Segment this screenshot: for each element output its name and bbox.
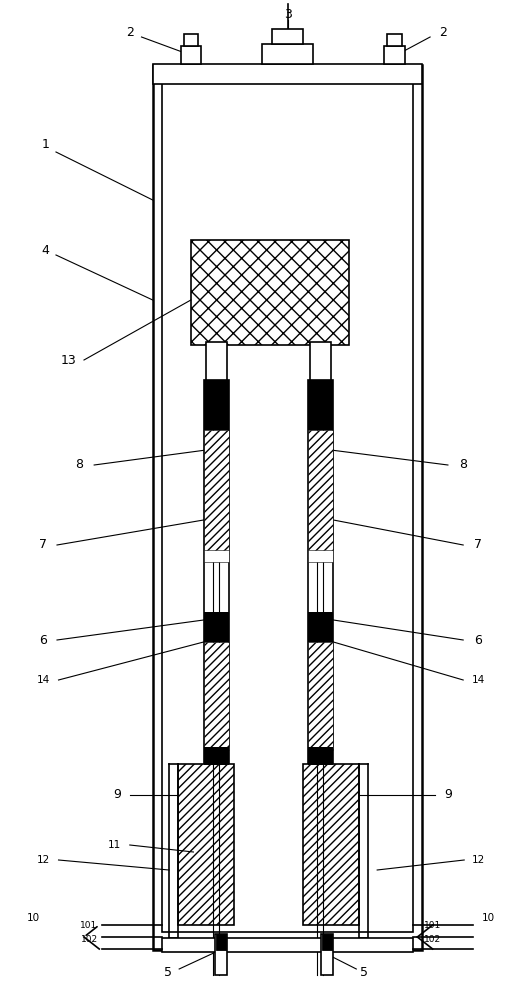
Text: 12: 12 (472, 855, 485, 865)
Text: 101: 101 (80, 922, 98, 930)
Text: 102: 102 (424, 936, 441, 944)
Bar (162, 938, 413, 952)
Bar (308, 612, 333, 642)
Bar (308, 430, 333, 560)
Text: 102: 102 (80, 936, 98, 944)
Bar (162, 83, 413, 932)
Text: 14: 14 (37, 675, 50, 685)
Bar (272, 29, 303, 44)
Bar (216, 934, 226, 950)
Bar (191, 240, 349, 345)
Text: 7: 7 (39, 538, 47, 552)
Bar (308, 380, 333, 780)
Text: 5: 5 (360, 966, 368, 980)
Bar (204, 747, 229, 765)
Bar (184, 34, 198, 46)
Text: 12: 12 (37, 855, 50, 865)
Text: 2: 2 (439, 25, 447, 38)
Bar (206, 342, 227, 380)
Text: 2: 2 (126, 25, 134, 38)
Text: 3: 3 (284, 8, 292, 21)
Bar (204, 642, 229, 750)
Text: 13: 13 (61, 354, 76, 366)
Bar (308, 380, 333, 430)
Text: 5: 5 (164, 966, 172, 980)
Text: 4: 4 (42, 243, 50, 256)
Bar (204, 612, 229, 642)
Bar (387, 34, 402, 46)
Bar (303, 764, 359, 925)
Text: 9: 9 (113, 788, 121, 802)
Text: 101: 101 (424, 922, 441, 930)
Bar (308, 642, 333, 750)
Bar (204, 380, 229, 780)
Bar (178, 764, 234, 925)
Text: 10: 10 (482, 913, 495, 923)
Bar (181, 46, 201, 64)
Bar (262, 44, 313, 64)
Bar (322, 934, 332, 950)
Text: 7: 7 (474, 538, 483, 552)
Bar (153, 65, 422, 950)
Text: 9: 9 (444, 788, 452, 802)
Text: 8: 8 (75, 458, 83, 472)
Text: 6: 6 (474, 634, 483, 647)
Text: 1: 1 (42, 138, 50, 151)
Bar (204, 550, 229, 562)
Bar (321, 934, 333, 975)
Bar (153, 64, 422, 84)
Bar (308, 550, 333, 562)
Bar (308, 747, 333, 765)
Bar (204, 380, 229, 430)
Text: 6: 6 (39, 634, 47, 647)
Text: 8: 8 (459, 458, 467, 472)
Bar (204, 430, 229, 560)
Bar (215, 934, 227, 975)
Text: 14: 14 (472, 675, 485, 685)
Bar (310, 342, 331, 380)
Text: 11: 11 (108, 840, 121, 850)
Bar (384, 46, 405, 64)
Text: 10: 10 (26, 913, 40, 923)
